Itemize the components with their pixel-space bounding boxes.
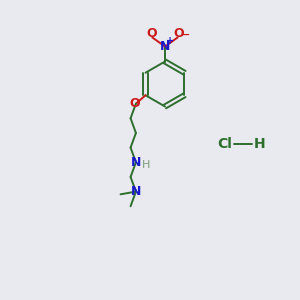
Text: N: N xyxy=(131,185,141,198)
Text: +: + xyxy=(166,35,174,46)
Text: H: H xyxy=(254,137,265,151)
Text: Cl: Cl xyxy=(218,137,232,151)
Text: −: − xyxy=(181,29,191,40)
Text: O: O xyxy=(130,97,140,110)
Text: O: O xyxy=(173,27,184,40)
Text: N: N xyxy=(131,156,141,169)
Text: O: O xyxy=(146,27,157,40)
Text: H: H xyxy=(142,160,151,170)
Text: N: N xyxy=(160,40,170,53)
